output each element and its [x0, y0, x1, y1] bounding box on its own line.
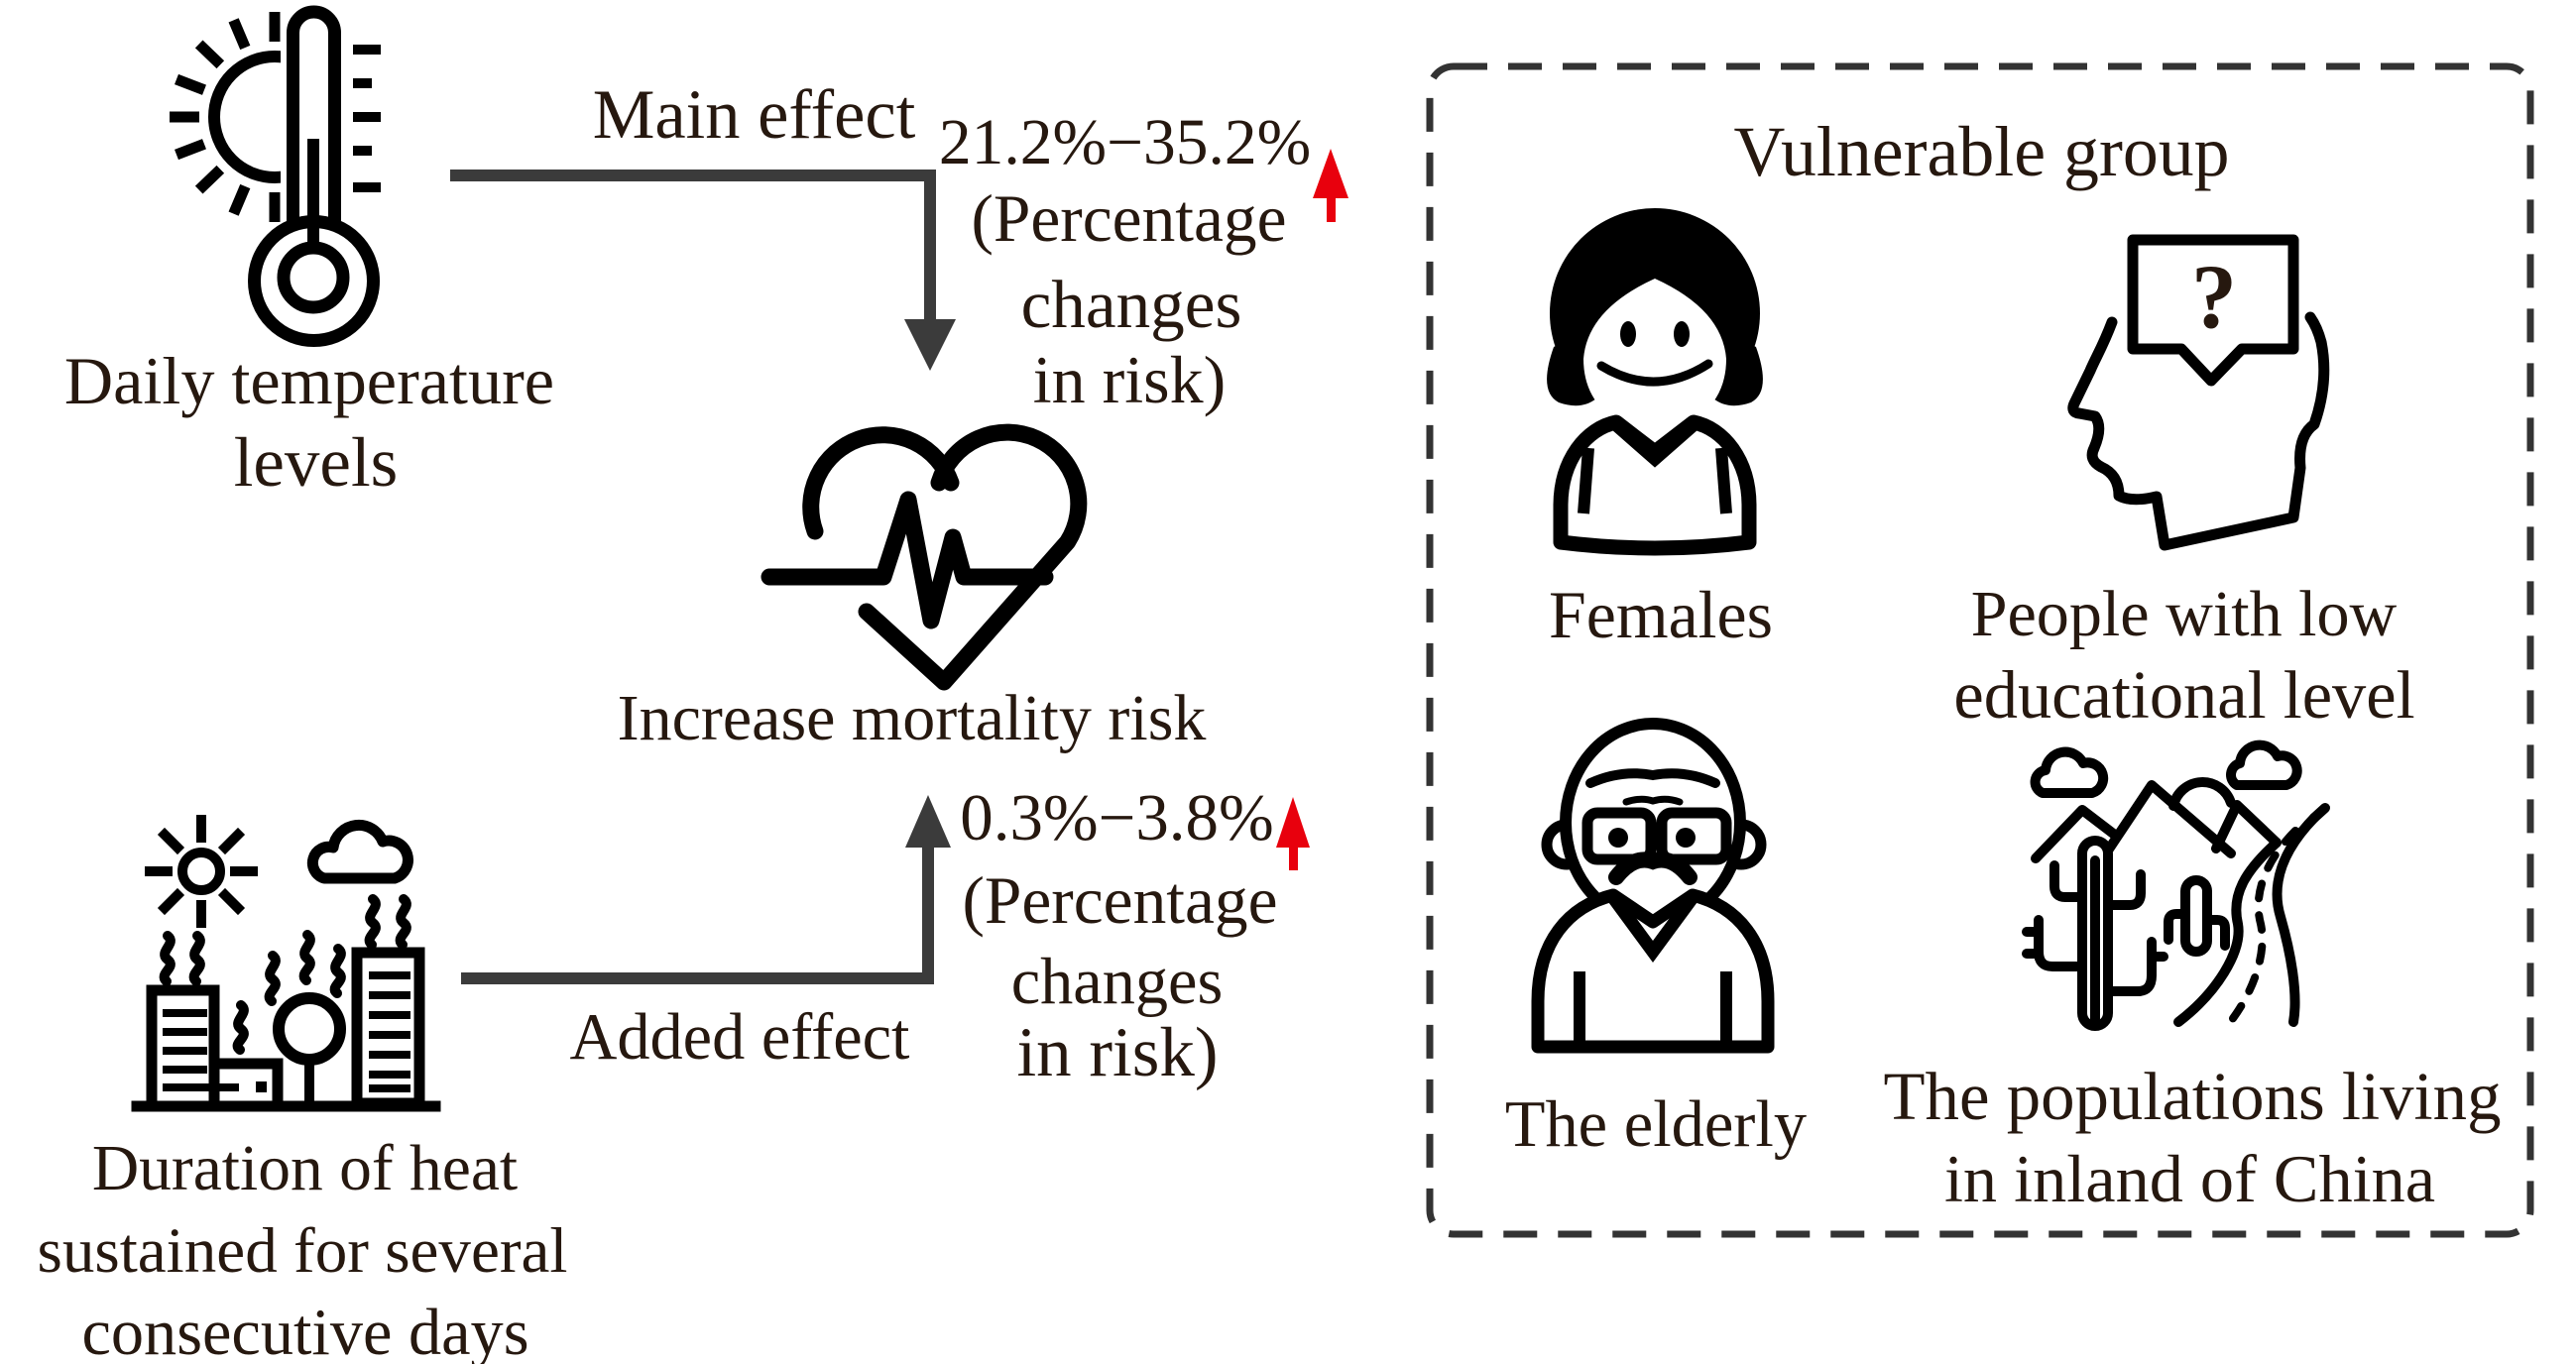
svg-text:changes: changes: [1021, 266, 1242, 342]
svg-text:consecutive days: consecutive days: [81, 1297, 528, 1364]
svg-text:?: ?: [2191, 246, 2237, 347]
svg-text:Increase mortality risk: Increase mortality risk: [618, 682, 1207, 754]
svg-text:0.3%−3.8%: 0.3%−3.8%: [960, 781, 1273, 854]
svg-text:in risk): in risk): [1033, 342, 1227, 417]
svg-text:Main effect: Main effect: [593, 76, 916, 154]
svg-text:(Percentage: (Percentage: [971, 181, 1286, 256]
svg-text:Daily temperature: Daily temperature: [64, 343, 554, 418]
svg-text:Vulnerable group: Vulnerable group: [1733, 112, 2229, 191]
svg-text:People with low: People with low: [1971, 578, 2398, 650]
svg-text:levels: levels: [234, 424, 399, 502]
svg-text:sustained for several: sustained for several: [37, 1215, 567, 1287]
svg-text:Females: Females: [1549, 578, 1773, 652]
svg-text:in inland of China: in inland of China: [1944, 1141, 2435, 1216]
svg-text:The elderly: The elderly: [1505, 1088, 1807, 1161]
svg-text:21.2%−35.2%: 21.2%−35.2%: [939, 107, 1311, 178]
svg-text:(Percentage: (Percentage: [962, 863, 1277, 938]
svg-text:Added effect: Added effect: [570, 1001, 911, 1074]
svg-text:educational level: educational level: [1953, 657, 2414, 733]
svg-text:Duration of heat: Duration of heat: [92, 1133, 518, 1204]
svg-text:changes: changes: [1011, 946, 1224, 1018]
svg-text:in risk): in risk): [1016, 1014, 1218, 1091]
svg-text:The populations living: The populations living: [1884, 1059, 2502, 1134]
